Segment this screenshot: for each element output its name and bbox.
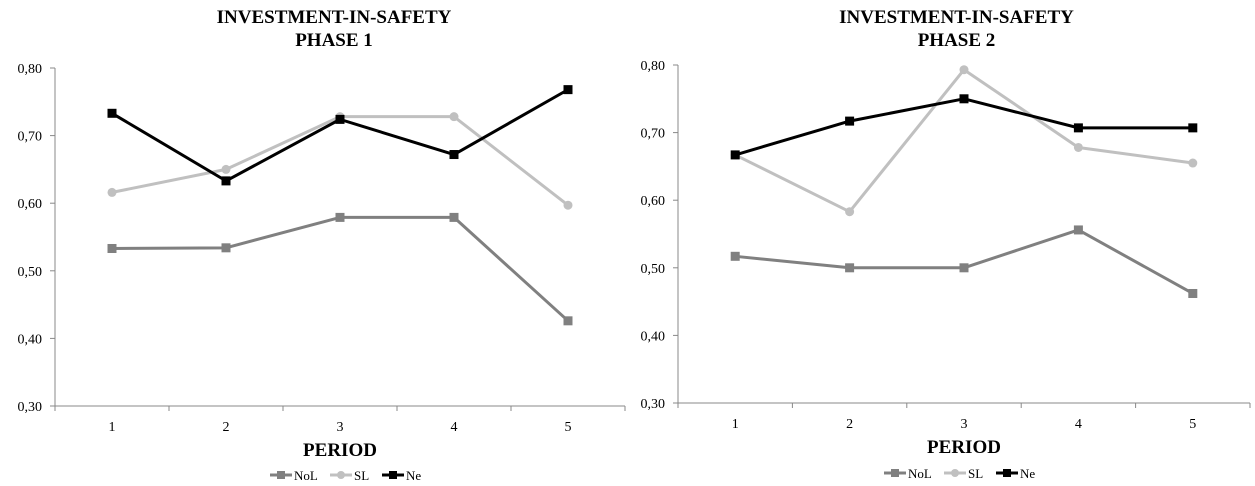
series-line-sl xyxy=(734,68,1194,214)
data-point-ne xyxy=(845,116,855,126)
x-tick-label: 2 xyxy=(846,417,853,432)
data-point-nol xyxy=(959,263,969,273)
legend-label-ne: Ne xyxy=(1020,466,1035,481)
data-point-ne xyxy=(1188,123,1198,133)
line-chart-phase-2: 0,30 0,40 0,50 0,60 0,70 0,80 1 2 3 4 5 PERIOD NoL SL… xyxy=(641,59,1251,481)
data-point-nol xyxy=(563,316,573,326)
legend-marker-sl xyxy=(337,471,345,479)
x-tick-label: 4 xyxy=(1075,417,1082,432)
data-point-sl xyxy=(845,207,855,217)
legend-label-nol: NoL xyxy=(294,468,318,483)
x-tick-label: 5 xyxy=(565,420,572,435)
legend-marker-nol xyxy=(891,469,899,477)
data-point-nol xyxy=(221,243,231,253)
data-point-nol xyxy=(730,251,740,261)
y-tick-label: 0,50 xyxy=(641,262,666,277)
y-tick-label: 0,40 xyxy=(641,329,666,344)
chart-title-line-1: INVESTMENT-IN-SAFETY xyxy=(839,7,1074,28)
legend-label-sl: SL xyxy=(968,466,983,481)
data-point-ne xyxy=(335,114,345,124)
chart-title-line-2: PHASE 1 xyxy=(295,30,373,51)
x-tick-label: 3 xyxy=(337,420,344,435)
legend-label-nol: NoL xyxy=(908,466,932,481)
y-tick-label: 0,30 xyxy=(641,397,666,412)
data-point-sl xyxy=(449,112,459,122)
data-point-sl xyxy=(221,164,231,174)
y-tick-label: 0,60 xyxy=(641,194,666,209)
chart-panel-phase-2: INVESTMENT-IN-SAFETY PHASE 2 0,30 0,40 0,5… xyxy=(628,0,1255,486)
y-tick-label: 0,80 xyxy=(641,59,666,74)
data-point-ne xyxy=(563,85,573,95)
data-point-nol xyxy=(107,243,117,253)
chart-title: INVESTMENT-IN-SAFETY PHASE 1 xyxy=(0,6,628,52)
y-tick-label: 0,50 xyxy=(18,265,43,280)
data-point-ne xyxy=(1073,123,1083,133)
y-tick-label: 0,80 xyxy=(18,62,43,77)
x-tick-label: 4 xyxy=(451,420,458,435)
chart-title: INVESTMENT-IN-SAFETY PHASE 2 xyxy=(628,6,1255,52)
x-axis-label: PERIOD xyxy=(303,440,377,461)
data-point-ne xyxy=(221,176,231,186)
series-line-nol xyxy=(111,215,570,322)
series-line-ne xyxy=(734,97,1193,157)
legend-marker-ne xyxy=(389,471,397,479)
data-point-nol xyxy=(845,263,855,273)
x-tick-label: 3 xyxy=(961,417,968,432)
data-point-ne xyxy=(730,150,740,160)
data-point-sl xyxy=(1188,158,1198,168)
y-tick-label: 0,40 xyxy=(18,332,43,347)
series-line-nol xyxy=(735,228,1194,295)
y-tick-label: 0,60 xyxy=(18,197,43,212)
x-axis-label: PERIOD xyxy=(927,437,1001,458)
data-point-ne xyxy=(959,94,969,104)
series-line-ne xyxy=(111,88,569,183)
line-chart-phase-1: 0,30 0,40 0,50 0,60 0,70 0,80 1 2 3 4 5 PERIOD NoL SL… xyxy=(18,62,626,483)
chart-title-line-2: PHASE 2 xyxy=(917,30,996,51)
data-point-nol xyxy=(335,212,345,222)
data-point-nol xyxy=(449,212,459,222)
data-point-nol xyxy=(1188,288,1198,298)
x-tick-label: 2 xyxy=(223,420,230,435)
x-tick-label: 1 xyxy=(732,417,739,432)
x-tick-label: 1 xyxy=(109,420,116,435)
chart-title-line-1: INVESTMENT-IN-SAFETY xyxy=(216,7,452,28)
chart-panel-phase-1: INVESTMENT-IN-SAFETY PHASE 1 0,30 0,40 0,5… xyxy=(0,6,628,483)
legend-label-ne: Ne xyxy=(406,468,421,483)
y-tick-label: 0,30 xyxy=(18,400,43,415)
x-tick-label: 5 xyxy=(1189,417,1196,432)
data-point-sl xyxy=(563,200,573,210)
data-point-sl xyxy=(959,65,969,75)
data-point-nol xyxy=(1073,225,1083,235)
legend-label-sl: SL xyxy=(354,468,369,483)
data-point-ne xyxy=(449,150,459,160)
data-point-sl xyxy=(107,187,117,197)
legend-marker-nol xyxy=(277,471,285,479)
y-tick-label: 0,70 xyxy=(18,130,43,145)
y-tick-label: 0,70 xyxy=(641,127,666,142)
legend-marker-ne xyxy=(1003,469,1011,477)
legend-marker-sl xyxy=(951,469,959,477)
data-point-ne xyxy=(107,108,117,118)
data-point-sl xyxy=(1073,142,1083,152)
